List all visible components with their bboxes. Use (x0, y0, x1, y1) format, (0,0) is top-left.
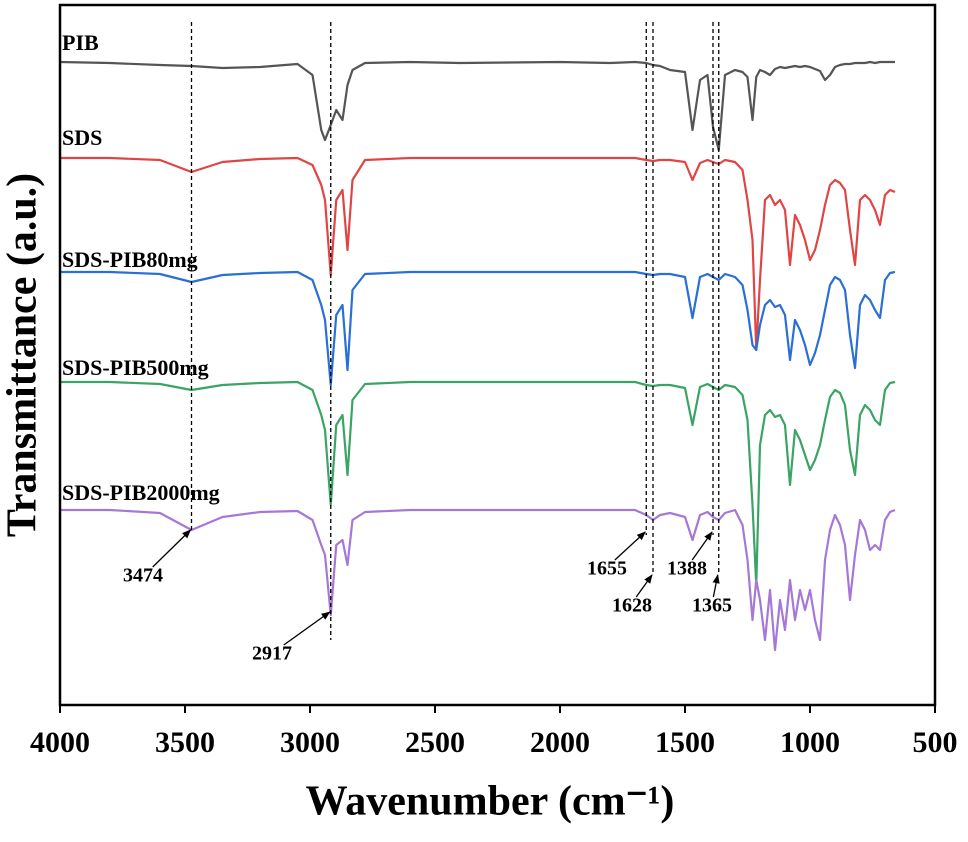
spectrum-line (59, 60, 895, 152)
series-label: SDS-PIB80mg (62, 247, 198, 272)
peak-arrow (712, 574, 720, 598)
peak-label: 3474 (123, 565, 163, 587)
peak-label: 1655 (587, 558, 627, 580)
spectrum-line (60, 270, 896, 387)
x-tick-label: 2500 (405, 726, 465, 759)
spectrum-line (60, 156, 896, 352)
series-label: PIB (62, 30, 99, 55)
x-tick-label: 1000 (780, 726, 840, 759)
peak-label: 1388 (667, 558, 707, 580)
spectrum-line (60, 508, 896, 652)
series-label: SDS-PIB500mg (62, 355, 209, 380)
x-tick-label: 3000 (280, 726, 340, 759)
x-tick-label: 4000 (30, 726, 90, 759)
peak-label: 2917 (252, 643, 292, 665)
y-axis-title: Transmittance (a.u.) (0, 173, 46, 537)
peak-arrow (283, 611, 331, 646)
peak-label: 1628 (612, 595, 652, 617)
peak-label: 1365 (692, 595, 732, 617)
series-label: SDS-PIB2000mg (62, 480, 220, 505)
peak-arrow (152, 529, 192, 568)
plot-frame (58, 3, 937, 707)
x-tick-label: 2000 (530, 726, 590, 759)
peak-arrow (614, 531, 646, 561)
peak-arrow (635, 574, 653, 598)
x-tick-label: 1500 (655, 726, 715, 759)
spectrum-line (60, 380, 896, 587)
peak-arrow (691, 531, 713, 561)
x-tick-label: 500 (913, 726, 958, 759)
x-tick-label: 3500 (155, 726, 215, 759)
x-axis-title: Wavenumber (cm⁻¹) (306, 779, 675, 825)
series-label: SDS (62, 125, 102, 150)
